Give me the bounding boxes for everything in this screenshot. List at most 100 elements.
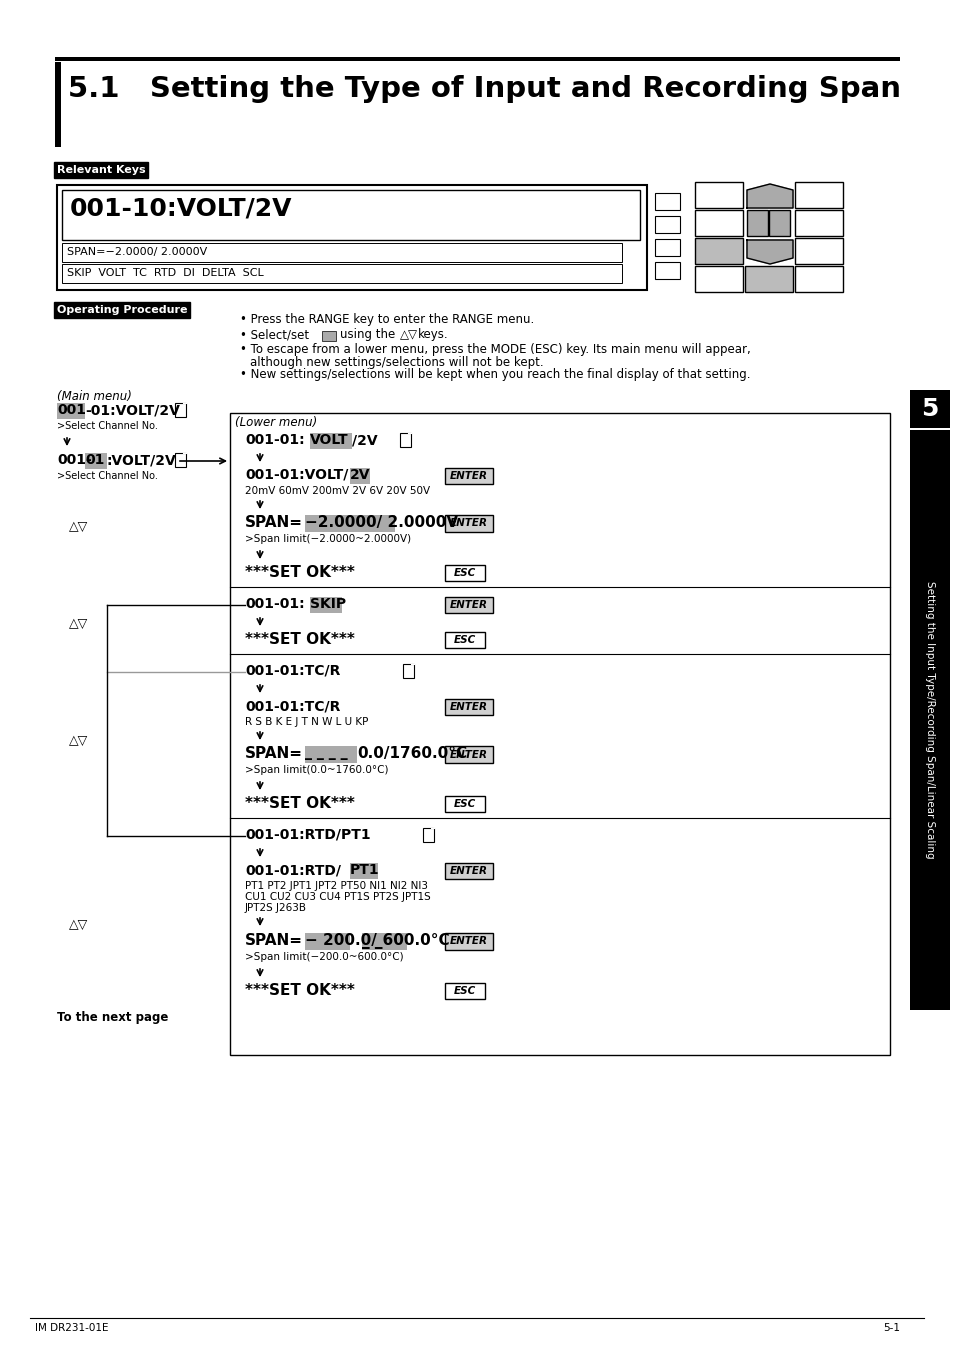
Bar xyxy=(350,467,370,484)
Text: ENTER: ENTER xyxy=(450,750,488,759)
Text: SPAN=: SPAN= xyxy=(245,934,303,948)
Text: SKIP: SKIP xyxy=(310,597,346,611)
Text: 001-10:VOLT/2V: 001-10:VOLT/2V xyxy=(70,196,293,220)
Text: ENTER: ENTER xyxy=(450,600,488,611)
Bar xyxy=(62,243,621,262)
Bar xyxy=(57,185,646,290)
Text: :VOLT/2V: :VOLT/2V xyxy=(107,453,176,467)
Bar xyxy=(744,266,792,292)
Bar xyxy=(62,263,621,282)
Bar xyxy=(655,193,679,209)
Bar xyxy=(310,597,341,613)
Text: ***SET OK***: ***SET OK*** xyxy=(245,984,355,998)
Text: • Press the RANGE key to enter the RANGE menu.: • Press the RANGE key to enter the RANGE… xyxy=(240,313,534,326)
Bar xyxy=(444,796,484,812)
Text: 001-01:TC/R: 001-01:TC/R xyxy=(245,698,340,713)
Text: keys.: keys. xyxy=(417,328,448,340)
Text: ENTER: ENTER xyxy=(450,866,488,875)
Text: ESC: ESC xyxy=(454,798,476,809)
Text: ENTER: ENTER xyxy=(450,519,488,528)
Bar xyxy=(174,403,186,417)
Text: SPAN=−2.0000/ 2.0000V: SPAN=−2.0000/ 2.0000V xyxy=(67,247,207,257)
Text: ***SET OK***: ***SET OK*** xyxy=(245,796,355,811)
Text: △▽: △▽ xyxy=(69,734,89,747)
Text: IM DR231-01E: IM DR231-01E xyxy=(35,1323,109,1333)
Text: ESC: ESC xyxy=(454,567,476,578)
Text: CU1 CU2 CU3 CU4 PT1S PT2S JPT1S: CU1 CU2 CU3 CU4 PT1S PT2S JPT1S xyxy=(245,892,431,902)
Text: • Select/set: • Select/set xyxy=(240,328,309,340)
Text: △▽: △▽ xyxy=(69,520,89,534)
Text: • New settings/selections will be kept when you reach the final display of that : • New settings/selections will be kept w… xyxy=(240,367,750,381)
Bar xyxy=(85,453,107,469)
Bar xyxy=(55,62,61,147)
Text: Setting the Input Type/Recording Span/Linear Scaling: Setting the Input Type/Recording Span/Li… xyxy=(924,581,934,859)
Bar xyxy=(174,453,186,467)
Bar xyxy=(55,57,899,61)
Bar xyxy=(305,746,356,763)
Bar xyxy=(305,515,395,532)
Text: >Span limit(0.0~1760.0°C): >Span limit(0.0~1760.0°C) xyxy=(245,765,388,775)
Text: 0.0/1760.0°C: 0.0/1760.0°C xyxy=(356,746,467,761)
Text: • To escape from a lower menu, press the MODE (ESC) key. Its main menu will appe: • To escape from a lower menu, press the… xyxy=(240,343,750,357)
Text: using the: using the xyxy=(339,328,395,340)
Bar xyxy=(655,262,679,280)
Text: −2.0000/ 2.0000V: −2.0000/ 2.0000V xyxy=(305,515,457,530)
Bar xyxy=(57,403,85,419)
Text: 001-01:VOLT/: 001-01:VOLT/ xyxy=(245,467,348,482)
Bar xyxy=(444,746,493,763)
Text: 5.1   Setting the Type of Input and Recording Span: 5.1 Setting the Type of Input and Record… xyxy=(68,76,900,103)
Bar xyxy=(794,266,842,292)
Bar xyxy=(444,565,484,581)
Bar xyxy=(444,467,493,484)
Text: -01:VOLT/2V: -01:VOLT/2V xyxy=(85,403,180,417)
Text: ENTER: ENTER xyxy=(450,936,488,947)
Text: 5-1: 5-1 xyxy=(882,1323,899,1333)
Text: SPAN=: SPAN= xyxy=(245,746,303,761)
Text: △▽: △▽ xyxy=(69,917,89,931)
Bar xyxy=(794,182,842,208)
Text: although new settings/selections will not be kept.: although new settings/selections will no… xyxy=(250,357,543,369)
Text: 001-01:RTD/: 001-01:RTD/ xyxy=(245,863,340,877)
Text: PT1 PT2 JPT1 JPT2 PT50 NI1 NI2 NI3: PT1 PT2 JPT1 JPT2 PT50 NI1 NI2 NI3 xyxy=(245,881,428,892)
Bar xyxy=(444,863,493,880)
Bar xyxy=(361,934,407,950)
Text: R S B K E J T N W L U KP: R S B K E J T N W L U KP xyxy=(245,717,368,727)
Text: JPT2S J263B: JPT2S J263B xyxy=(245,902,307,913)
Text: >Span limit(−2.0000~2.0000V): >Span limit(−2.0000~2.0000V) xyxy=(245,534,411,544)
Text: 20mV 60mV 200mV 2V 6V 20V 50V: 20mV 60mV 200mV 2V 6V 20V 50V xyxy=(245,486,430,496)
Bar xyxy=(695,266,742,292)
Text: _ _600.0°C: _ _600.0°C xyxy=(361,934,449,948)
Text: − 200.0/: − 200.0/ xyxy=(305,934,376,948)
Polygon shape xyxy=(746,184,792,208)
Text: 01: 01 xyxy=(85,453,104,467)
Bar xyxy=(444,515,493,532)
Text: Operating Procedure: Operating Procedure xyxy=(57,305,188,315)
Text: To the next page: To the next page xyxy=(57,1011,168,1024)
Bar xyxy=(422,828,434,842)
Text: 2V: 2V xyxy=(350,467,370,482)
Text: 001-01:TC/R: 001-01:TC/R xyxy=(245,663,340,678)
Bar xyxy=(444,632,484,648)
Text: 001-: 001- xyxy=(57,453,91,467)
Bar xyxy=(305,934,350,950)
Text: PT1: PT1 xyxy=(350,863,379,877)
Text: 001-01:: 001-01: xyxy=(245,597,304,611)
Bar xyxy=(909,430,949,1011)
Text: /2V: /2V xyxy=(352,434,377,447)
Text: SKIP  VOLT  TC  RTD  DI  DELTA  SCL: SKIP VOLT TC RTD DI DELTA SCL xyxy=(67,267,263,278)
Bar xyxy=(402,663,414,678)
Text: ENTER: ENTER xyxy=(450,471,488,481)
Bar xyxy=(350,863,377,880)
Bar xyxy=(695,182,742,208)
Bar xyxy=(399,434,411,447)
Bar xyxy=(794,209,842,236)
Bar xyxy=(322,331,335,340)
Bar xyxy=(695,238,742,263)
Text: ESC: ESC xyxy=(454,635,476,644)
Text: 001-01:RTD/PT1: 001-01:RTD/PT1 xyxy=(245,828,370,842)
Text: Relevant Keys: Relevant Keys xyxy=(57,165,146,176)
Bar xyxy=(230,413,889,1055)
Bar xyxy=(746,209,767,236)
Bar xyxy=(444,934,493,950)
Text: >Select Channel No.: >Select Channel No. xyxy=(57,422,157,431)
